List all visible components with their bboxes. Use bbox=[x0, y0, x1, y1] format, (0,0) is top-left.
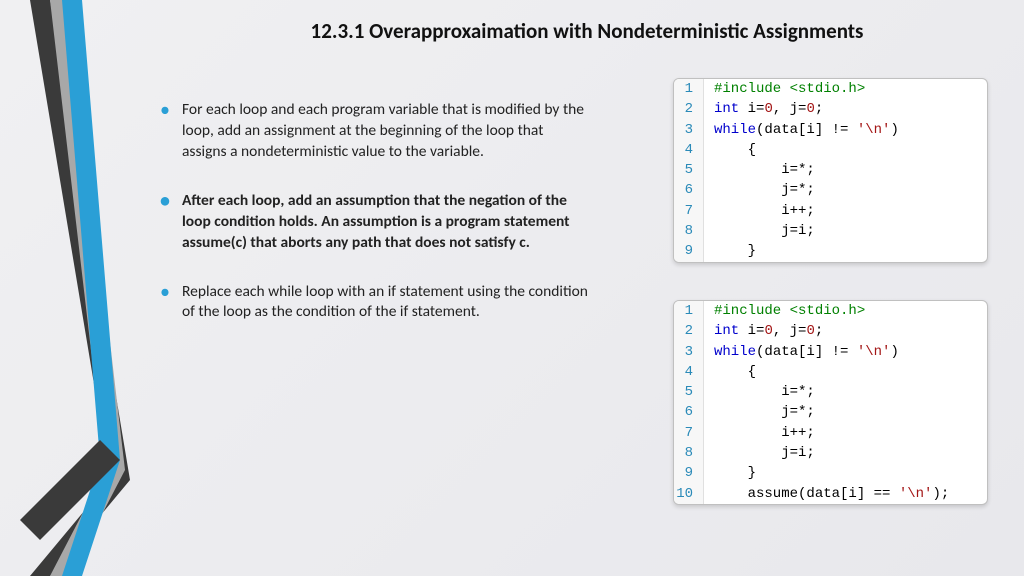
line-number: 2 bbox=[674, 99, 704, 119]
code-line: 4 { bbox=[674, 362, 987, 382]
line-number: 1 bbox=[674, 301, 704, 321]
bullet-item: For each loop and each program variable … bbox=[160, 100, 590, 163]
code-content: i++; bbox=[704, 201, 987, 221]
line-number: 6 bbox=[674, 180, 704, 200]
code-content: i++; bbox=[704, 423, 987, 443]
code-line: 3while(data[i] != '\n') bbox=[674, 120, 987, 140]
bullet-text: Replace each while loop with an if state… bbox=[182, 282, 588, 322]
code-content: i=*; bbox=[704, 160, 987, 180]
bullet-list: For each loop and each program variable … bbox=[160, 100, 590, 351]
code-content: int i=0, j=0; bbox=[704, 321, 987, 341]
code-line: 4 { bbox=[674, 140, 987, 160]
code-snippet-bottom: 1#include <stdio.h>2int i=0, j=0;3while(… bbox=[673, 300, 988, 505]
code-content: } bbox=[704, 463, 987, 483]
slide-title: 12.3.1 Overapproxaimation with Nondeterm… bbox=[190, 18, 984, 44]
code-content: #include <stdio.h> bbox=[704, 79, 987, 99]
line-number: 3 bbox=[674, 342, 704, 362]
line-number: 8 bbox=[674, 221, 704, 241]
line-number: 10 bbox=[674, 484, 704, 504]
code-line: 7 i++; bbox=[674, 423, 987, 443]
code-content: int i=0, j=0; bbox=[704, 99, 987, 119]
code-content: i=*; bbox=[704, 382, 987, 402]
line-number: 2 bbox=[674, 321, 704, 341]
code-line: 9 } bbox=[674, 241, 987, 261]
code-line: 1#include <stdio.h> bbox=[674, 301, 987, 321]
line-number: 9 bbox=[674, 463, 704, 483]
decorative-chevron bbox=[0, 0, 130, 576]
bullet-text: After each loop, add an assumption that … bbox=[182, 191, 570, 252]
code-content: j=*; bbox=[704, 402, 987, 422]
code-content: #include <stdio.h> bbox=[704, 301, 987, 321]
code-content: assume(data[i] == '\n'); bbox=[704, 484, 987, 504]
bullet-item: Replace each while loop with an if state… bbox=[160, 282, 590, 324]
code-content: { bbox=[704, 140, 987, 160]
line-number: 8 bbox=[674, 443, 704, 463]
code-line: 5 i=*; bbox=[674, 160, 987, 180]
code-line: 3while(data[i] != '\n') bbox=[674, 342, 987, 362]
code-line: 2int i=0, j=0; bbox=[674, 321, 987, 341]
code-content: while(data[i] != '\n') bbox=[704, 342, 987, 362]
code-line: 8 j=i; bbox=[674, 443, 987, 463]
line-number: 4 bbox=[674, 362, 704, 382]
code-content: while(data[i] != '\n') bbox=[704, 120, 987, 140]
code-line: 2int i=0, j=0; bbox=[674, 99, 987, 119]
line-number: 5 bbox=[674, 160, 704, 180]
code-line: 8 j=i; bbox=[674, 221, 987, 241]
code-line: 6 j=*; bbox=[674, 402, 987, 422]
code-line: 7 i++; bbox=[674, 201, 987, 221]
line-number: 3 bbox=[674, 120, 704, 140]
code-line: 5 i=*; bbox=[674, 382, 987, 402]
code-line: 9 } bbox=[674, 463, 987, 483]
bullet-text: For each loop and each program variable … bbox=[182, 100, 584, 161]
code-content: } bbox=[704, 241, 987, 261]
code-content: { bbox=[704, 362, 987, 382]
line-number: 7 bbox=[674, 423, 704, 443]
code-content: j=i; bbox=[704, 443, 987, 463]
line-number: 6 bbox=[674, 402, 704, 422]
line-number: 4 bbox=[674, 140, 704, 160]
line-number: 1 bbox=[674, 79, 704, 99]
bullet-item: After each loop, add an assumption that … bbox=[160, 191, 590, 254]
code-line: 10 assume(data[i] == '\n'); bbox=[674, 484, 987, 504]
line-number: 9 bbox=[674, 241, 704, 261]
code-content: j=*; bbox=[704, 180, 987, 200]
code-line: 6 j=*; bbox=[674, 180, 987, 200]
code-content: j=i; bbox=[704, 221, 987, 241]
line-number: 7 bbox=[674, 201, 704, 221]
line-number: 5 bbox=[674, 382, 704, 402]
code-line: 1#include <stdio.h> bbox=[674, 79, 987, 99]
code-snippet-top: 1#include <stdio.h>2int i=0, j=0;3while(… bbox=[673, 78, 988, 263]
